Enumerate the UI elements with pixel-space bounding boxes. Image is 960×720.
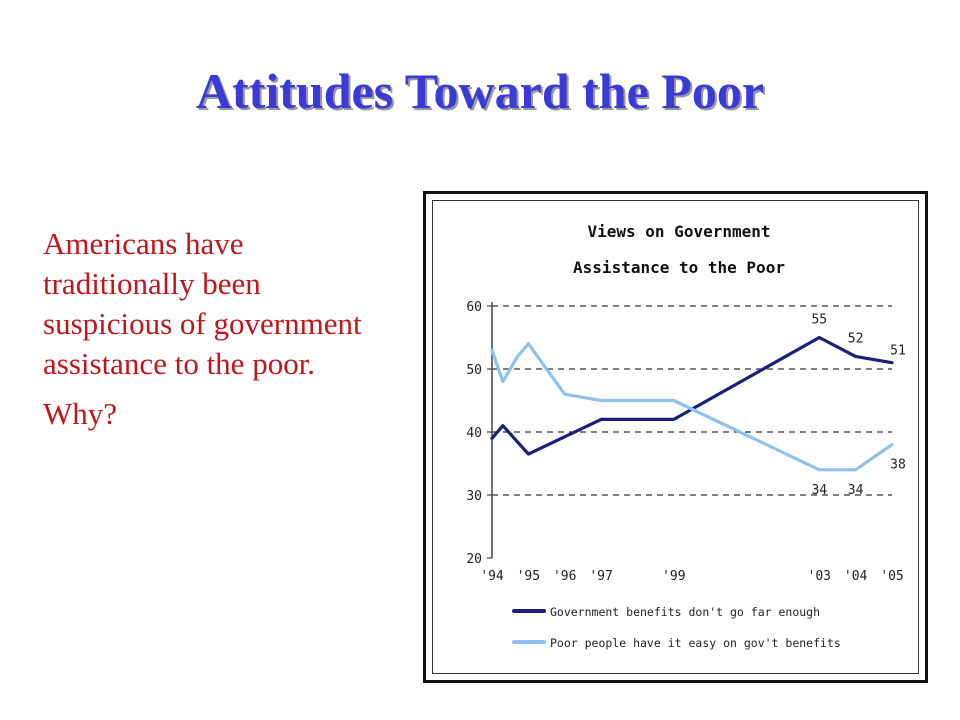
data-label: 55 bbox=[811, 313, 827, 328]
chart-frame: Views on Government Assistance to the Po… bbox=[423, 191, 928, 683]
x-tick-label: '94 bbox=[480, 569, 504, 584]
x-tick-label: '97 bbox=[589, 569, 612, 584]
x-tick-label: '96 bbox=[553, 569, 576, 584]
y-tick-label: 30 bbox=[466, 489, 482, 504]
legend-label: Government benefits don't go far enough bbox=[550, 605, 820, 619]
y-tick-label: 40 bbox=[466, 426, 482, 441]
line-chart: Views on Government Assistance to the Po… bbox=[466, 222, 906, 650]
x-tick-label: '04 bbox=[844, 569, 868, 584]
series-line-have-it-easy bbox=[490, 342, 894, 472]
chart-inner-border bbox=[432, 200, 919, 674]
chart-title-line2: Assistance to the Poor bbox=[573, 258, 785, 277]
y-tick-label: 60 bbox=[466, 300, 482, 315]
y-tick-label: 20 bbox=[466, 552, 482, 567]
slide-title: Attitudes Toward the Poor bbox=[195, 63, 765, 119]
data-label: 34 bbox=[848, 483, 864, 498]
body-question: Why? bbox=[43, 396, 118, 431]
chart-title-line1: Views on Government bbox=[587, 222, 770, 241]
body-paragraph: Americans have traditionally been suspic… bbox=[43, 226, 362, 381]
x-tick-label: '99 bbox=[662, 569, 685, 584]
x-tick-label: '05 bbox=[880, 569, 903, 584]
legend-label: Poor people have it easy on gov't benefi… bbox=[550, 636, 841, 650]
x-tick-label: '03 bbox=[808, 569, 831, 584]
y-tick-label: 50 bbox=[466, 363, 482, 378]
data-label: 34 bbox=[811, 483, 827, 498]
x-tick-label: '95 bbox=[517, 569, 540, 584]
data-label: 38 bbox=[890, 458, 906, 473]
data-label: 51 bbox=[890, 344, 906, 359]
data-label: 52 bbox=[848, 331, 864, 346]
body-text: Americans have traditionally been suspic… bbox=[43, 224, 363, 434]
series-line-not-far-enough bbox=[490, 335, 894, 456]
